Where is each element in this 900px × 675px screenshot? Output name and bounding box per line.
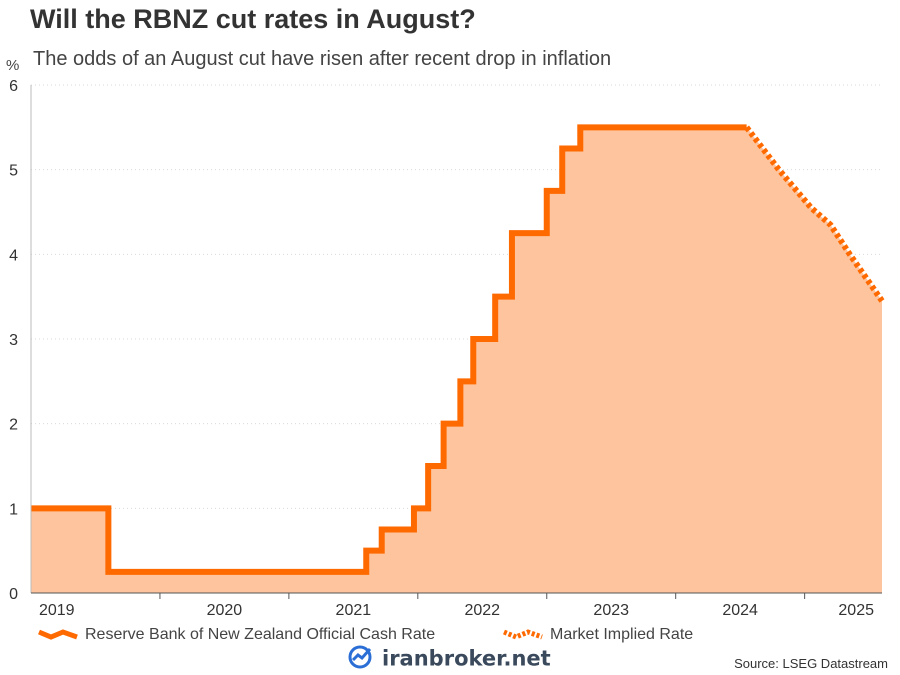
watermark: iranbroker.net: [348, 645, 551, 674]
x-tick-label-2022: 2022: [464, 602, 500, 619]
x-tick-label-2025: 2025: [838, 602, 874, 619]
y-tick-label-2: 2: [9, 417, 18, 434]
chart-subtitle: The odds of an August cut have risen aft…: [33, 48, 612, 70]
x-tick-label-2020: 2020: [207, 602, 243, 619]
y-tick-label-0: 0: [9, 586, 18, 603]
legend-swatch-solid: [38, 629, 78, 640]
legend-swatch-dotted: [503, 629, 543, 640]
watermark-text: iranbroker.net: [382, 646, 551, 671]
y-tick-label-4: 4: [9, 247, 18, 264]
chart-title: Will the RBNZ cut rates in August?: [30, 4, 476, 34]
legend-label-cash-rate: Reserve Bank of New Zealand Official Cas…: [85, 626, 436, 643]
x-tick-label-2024: 2024: [722, 602, 758, 619]
x-tick-label-2019: 2019: [39, 602, 75, 619]
y-tick-label-1: 1: [9, 501, 18, 518]
y-tick-label-5: 5: [9, 163, 18, 180]
source-note: Source: LSEG Datastream: [734, 656, 888, 671]
y-tick-label-6: 6: [9, 78, 18, 95]
broker-logo-icon: [348, 645, 376, 674]
x-tick-label-2021: 2021: [336, 602, 372, 619]
series-line-cash-rate: [31, 124, 747, 575]
y-axis-unit: %: [6, 57, 20, 74]
legend-label-market-rate: Market Implied Rate: [550, 626, 694, 643]
series-line-market-rate: [744, 125, 885, 303]
x-tick-label-2023: 2023: [593, 602, 629, 619]
area-fill: [31, 127, 882, 593]
y-tick-label-3: 3: [9, 332, 18, 349]
